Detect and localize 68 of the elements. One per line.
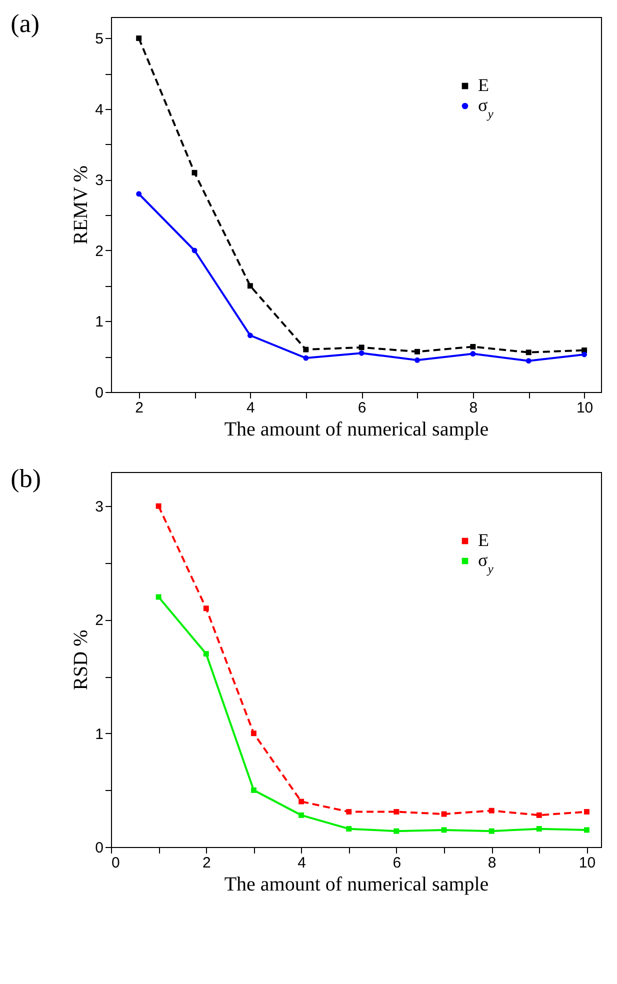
point [526,350,532,356]
x-tick-label: 0 [112,854,120,872]
point [192,170,198,176]
y-tick-label: 4 [95,101,104,118]
point [394,809,400,815]
x-tick-label: 4 [246,400,255,416]
point [488,808,494,814]
x-tick-label: 8 [469,400,478,416]
x-tick-label: 8 [488,854,496,872]
y-tick-label: 0 [95,384,104,402]
x-tick-label: 4 [298,854,306,872]
x-tick-label: 2 [202,854,211,872]
point [358,344,364,350]
point [582,352,588,358]
x-axis-title: The amount of numerical sample [224,874,489,896]
legend-label: σ$_{y}$ [478,95,494,121]
y-tick-label: 0 [95,840,104,856]
point [394,828,400,834]
point [247,332,253,338]
point [346,826,352,832]
point [358,350,364,356]
point [441,827,447,833]
x-axis-title: The amount of numerical sample [224,418,489,440]
point [414,357,420,363]
y-tick-label: 2 [95,242,104,260]
point [536,812,542,818]
y-tick-label: 1 [95,314,104,331]
point [584,827,590,833]
x-tick-label: 10 [578,854,596,872]
point [303,355,309,361]
y-tick-label: 2 [95,612,104,630]
point [441,811,447,817]
point [203,606,209,612]
x-tick-label: 10 [576,400,594,416]
y-tick-label: 5 [95,30,104,48]
y-axis-title: REMV % [70,165,92,245]
y-tick-label: 3 [95,172,104,190]
legend-label: E [478,75,489,95]
point [303,346,309,352]
x-tick-label: 2 [135,400,144,416]
point [203,651,209,657]
y-tick-label: 3 [95,498,104,516]
point [526,358,532,364]
x-tick-label: 6 [358,400,366,416]
point [414,348,420,354]
point [250,787,256,793]
point [584,809,590,815]
point [346,809,352,815]
point [298,812,304,818]
point [298,798,304,804]
point [250,730,256,736]
y-axis-title: RSD % [70,630,92,690]
point [488,828,494,834]
point [156,503,162,509]
x-tick-label: 6 [392,854,402,872]
point [470,344,476,350]
point [136,35,142,41]
text: (b) [10,464,41,493]
legend-label: E [478,530,489,550]
point [136,191,142,197]
point [470,351,476,357]
point [247,283,253,289]
y-tick-label: 1 [95,726,104,743]
legend-label: σ$_{y}$ [478,550,494,576]
point [192,248,198,254]
text: (a) [10,9,40,38]
point [156,594,162,600]
point [536,826,542,832]
